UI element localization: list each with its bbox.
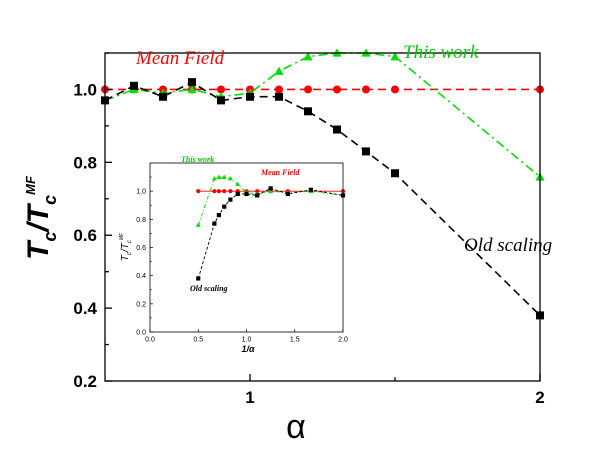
- inset-y-tick-label-0: 0.0: [136, 329, 146, 336]
- main-x-tick-label-0: 1: [245, 388, 254, 407]
- y-label-sep: /T: [22, 202, 55, 233]
- inset-series-this-work-point-4: [227, 176, 233, 181]
- main-annotation-old-scaling: Old scaling: [464, 235, 552, 256]
- main-series-mean-field-point-6: [275, 85, 283, 94]
- inset-x-tick-label-4: 2.0: [338, 336, 348, 343]
- main-series-old-scaling-point-3: [188, 78, 196, 87]
- inset-series-mean-field-point-1: [212, 189, 217, 194]
- inset-series-mean-field-point-2: [216, 189, 222, 194]
- inset-series-mean-field-point-0: [196, 189, 201, 194]
- main-series-old-scaling-point-5: [246, 92, 254, 101]
- inset-series-this-work-point-2: [216, 174, 222, 180]
- inset-y-axis-label: Tc/TcMF: [119, 232, 133, 261]
- main-series-old-scaling-point-10: [391, 169, 399, 178]
- y-label-sub1: c: [40, 232, 60, 242]
- inset-plot-frame: [149, 162, 344, 333]
- main-series-old-scaling-point-8: [333, 125, 341, 134]
- main-y-tick-label-1: 0.4: [73, 299, 97, 318]
- inset-x-tick-label-3: 1.5: [290, 336, 300, 343]
- main-annotation-this-work: This work: [403, 42, 479, 63]
- main-series-this-work-point-3: [187, 84, 197, 94]
- inset-x-axis-label: 1/α: [241, 344, 255, 354]
- main-series-layer: [100, 48, 545, 320]
- inset-series-layer: [195, 174, 346, 281]
- main-series-old-scaling-point-6: [275, 92, 283, 101]
- inset-series-old-scaling-point-7: [255, 193, 260, 198]
- main-series-old-scaling-line: [104, 81, 541, 316]
- main-y-tick-label-3: 0.8: [73, 153, 97, 172]
- main-series-old-scaling-point-4: [217, 96, 225, 105]
- inset-y-label-sub2: c: [127, 240, 133, 243]
- inset-series-mean-field-point-3: [222, 189, 227, 194]
- inset-y-label-sup: MF: [119, 232, 125, 240]
- main-series-old-scaling-point-7: [304, 107, 312, 116]
- inset-ticks: 0.0 0.2 0.4 0.6 0.8 1.0 0.0 0.5 1.0 1.5 2.0: [136, 176, 348, 343]
- main-series-this-work-line: [104, 52, 541, 178]
- main-plot-frame: [104, 52, 541, 382]
- main-y-tick-label-4: 1.0: [73, 80, 97, 99]
- main-series-this-work-point-6: [274, 66, 284, 75]
- inset-x-tick-label-1: 0.5: [193, 336, 203, 343]
- main-y-axis-label: Tc/TcMF: [22, 175, 60, 260]
- inset-annotation-old-scaling: Old scaling: [190, 284, 228, 293]
- inset-series-old-scaling-point-10: [308, 187, 313, 192]
- main-series-mean-field-point-4: [217, 85, 225, 94]
- main-series-old-scaling-point-9: [362, 147, 370, 156]
- inset-series-old-scaling-point-2: [216, 213, 222, 218]
- inset-series-old-scaling-point-9: [285, 191, 290, 197]
- inset-y-label-sub1: c: [127, 252, 133, 255]
- main-series-mean-field-point-7: [304, 85, 312, 94]
- inset-chart: 0.0 0.2 0.4 0.6 0.8 1.0 0.0 0.5 1.0 1.5 2.0 This w…: [119, 155, 348, 354]
- inset-series-old-scaling-point-6: [244, 191, 249, 197]
- inset-series-this-work-point-3: [221, 174, 227, 180]
- main-series-mean-field-point-9: [362, 85, 370, 94]
- main-series-old-scaling-point-2: [159, 92, 167, 101]
- main-series-old-scaling-point-1: [130, 81, 138, 90]
- inset-y-tick-label-5: 1.0: [136, 189, 146, 196]
- inset-y-tick-label-1: 0.2: [136, 301, 146, 308]
- main-series-this-work-point-7: [303, 52, 313, 61]
- y-label-sub2: c: [40, 195, 60, 205]
- inset-annotation-this-work: This work: [181, 155, 214, 164]
- inset-y-tick-label-3: 0.6: [136, 245, 146, 252]
- inset-series-old-scaling-point-1: [212, 221, 217, 226]
- main-y-tick-label-0: 0.2: [73, 372, 97, 391]
- svg-text:Tc/TcMF: Tc/TcMF: [119, 232, 133, 261]
- inset-series-this-work-line: [197, 176, 344, 226]
- inset-series-this-work-point-5: [235, 181, 241, 187]
- inset-series-this-work-point-1: [211, 176, 217, 181]
- main-x-tick-label-1: 2: [535, 388, 544, 407]
- inset-y-label-sep: /T: [120, 242, 131, 253]
- main-series-this-work-point-10: [390, 52, 400, 61]
- inset-x-tick-label-0: 0.0: [145, 336, 155, 343]
- inset-series-old-scaling-point-8: [268, 186, 273, 191]
- inset-series-old-scaling-line: [197, 187, 344, 279]
- inset-series-this-work-point-0: [195, 222, 201, 227]
- main-annotation-mean-field: Mean Field: [135, 48, 225, 69]
- inset-y-tick-label-4: 0.8: [136, 217, 146, 224]
- y-label-sup: MF: [23, 175, 38, 195]
- inset-y-tick-label-2: 0.4: [136, 273, 146, 280]
- inset-y-label-base: T: [120, 254, 131, 261]
- y-label-base: T: [22, 239, 55, 260]
- inset-x-tick-label-2: 1.0: [242, 336, 252, 343]
- inset-series-mean-field-point-4: [228, 189, 233, 194]
- inset-series-mean-field-point-7: [255, 189, 260, 194]
- main-series-mean-field-point-10: [391, 85, 399, 94]
- svg-text:Tc/TcMF: Tc/TcMF: [22, 175, 60, 260]
- main-y-tick-label-2: 0.6: [73, 226, 97, 245]
- inset-series-old-scaling-point-0: [196, 276, 201, 281]
- main-x-axis-label: α: [286, 408, 306, 446]
- main-ticks: 0.2 0.4 0.6 0.8 1.0 1 2: [73, 52, 545, 407]
- inset-annotation-mean-field: Mean Field: [260, 168, 300, 177]
- main-chart: 0.2 0.4 0.6 0.8 1.0 1 2 Mean Field This work O…: [22, 42, 552, 446]
- main-series-mean-field-point-8: [333, 85, 341, 94]
- inset-series-old-scaling-point-4: [228, 197, 233, 202]
- inset-series-this-work-point-8: [268, 188, 274, 194]
- inset-series-old-scaling-point-5: [235, 191, 240, 197]
- inset-series-old-scaling-point-3: [222, 204, 227, 209]
